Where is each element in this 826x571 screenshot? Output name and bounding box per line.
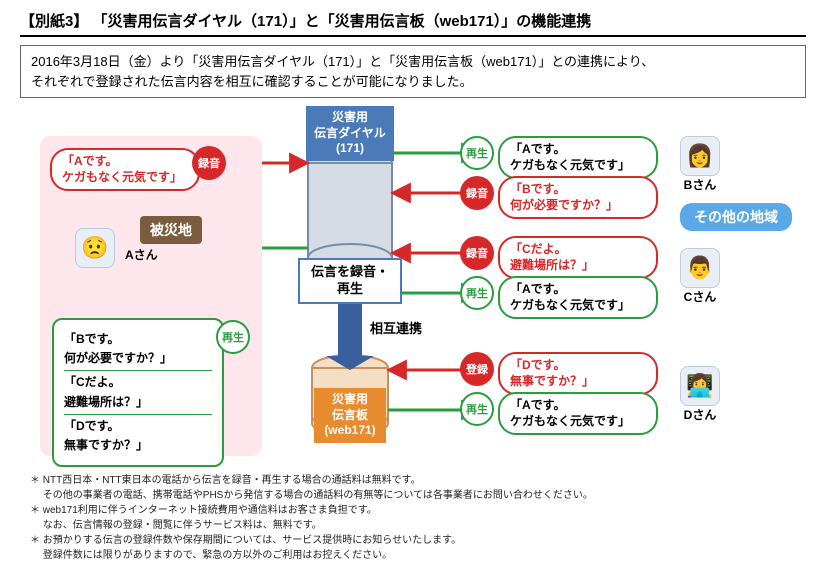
intro-line2: それぞれで登録された伝言内容を相互に確認することが可能になりました。 (31, 72, 795, 92)
badge-record-a: 録音 (192, 146, 226, 180)
msg-b-record: 「Bです。 何が必要ですか？」 (498, 176, 658, 219)
msg-a-record: 「Aです。 ケガもなく元気です」 (50, 148, 200, 191)
badge-register-d: 登録 (460, 352, 494, 386)
msg-a-l2: ケガもなく元気です」 (62, 170, 188, 186)
msg-d-play: 「Aです。 ケガもなく元気です」 (498, 392, 658, 435)
list-row-d: 「Dです。無事ですか？」 (64, 415, 212, 457)
list-row-c: 「Cだよ。避難場所は？」 (64, 371, 212, 414)
person-d-avatar: 👩‍💻 (680, 366, 720, 406)
msg-c-play: 「Aです。 ケガもなく元気です」 (498, 276, 658, 319)
service-board-label: 災害用 伝言板 (web171) (314, 388, 386, 443)
service-dial-label: 災害用 伝言ダイヤル (171) (306, 106, 394, 161)
msg-c-record: 「Cだよ。 避難場所は？」 (498, 236, 658, 279)
badge-play-b: 再生 (460, 136, 494, 170)
other-area-label: その他の地域 (680, 203, 792, 231)
person-b-name: Bさん (684, 176, 717, 193)
msg-b-play: 「Aです。 ケガもなく元気です」 (498, 136, 658, 179)
disaster-area-label: 被災地 (140, 216, 202, 244)
list-row-b: 「Bです。何が必要ですか？」 (64, 328, 212, 371)
badge-record-b: 録音 (460, 176, 494, 210)
footnote-2: ＊ web171利用に伴うインターネット接続費用や通信料はお客さま負担です。 (30, 503, 796, 518)
footnote-3b: 登録件数には限りがありますので、緊急の方以外のご利用はお控えください。 (30, 548, 796, 563)
diagram-canvas: 被災地 Aさん 😟 「Aです。 ケガもなく元気です」 録音 「Bです。何が必要で… (20, 108, 806, 528)
badge-play-list: 再生 (216, 320, 250, 354)
intro-box: 2016年3月18日（金）より「災害用伝言ダイヤル（171）」と「災害用伝言板（… (20, 45, 806, 98)
person-b: 👩 Bさん (680, 136, 720, 193)
person-d-name: Dさん (684, 406, 717, 423)
mutual-link-label: 相互連携 (370, 318, 422, 337)
msg-a-l1: 「Aです。 (62, 154, 188, 170)
badge-play-d: 再生 (460, 392, 494, 426)
footnotes: ＊ NTT西日本・NTT東日本の電話から伝言を録音・再生する場合の通話料は無料で… (30, 473, 796, 563)
footnote-3: ＊ お預かりする伝言の登録件数や保存期間については、サービス提供時にお知らせいた… (30, 533, 796, 548)
person-b-avatar: 👩 (680, 136, 720, 176)
playback-listbox: 「Bです。何が必要ですか？」 「Cだよ。避難場所は？」 「Dです。無事ですか？」 (52, 318, 224, 467)
center-record-play: 伝言を録音・ 再生 (298, 258, 402, 304)
footnote-1b: その他の事業者の電話、携帯電話やPHSから発信する場合の通話料の有無等については… (30, 488, 796, 503)
person-c-name: Cさん (684, 288, 717, 305)
footnote-2b: なお、伝言情報の登録・閲覧に伴うサービス料は、無料です。 (30, 518, 796, 533)
badge-play-c: 再生 (460, 276, 494, 310)
person-c-avatar: 👨 (680, 248, 720, 288)
person-a-name: Aさん (125, 246, 158, 263)
footnote-1: ＊ NTT西日本・NTT東日本の電話から伝言を録音・再生する場合の通話料は無料で… (30, 473, 796, 488)
person-d: 👩‍💻 Dさん (680, 366, 720, 423)
page-title: 【別紙3】 「災害用伝言ダイヤル（171）」と「災害用伝言板（web171）」の… (20, 10, 806, 37)
person-a-avatar: 😟 (75, 228, 115, 268)
intro-line1: 2016年3月18日（金）より「災害用伝言ダイヤル（171）」と「災害用伝言板（… (31, 52, 795, 72)
msg-d-register: 「Dです。 無事ですか？」 (498, 352, 658, 395)
person-c: 👨 Cさん (680, 248, 720, 305)
badge-record-c: 録音 (460, 236, 494, 270)
